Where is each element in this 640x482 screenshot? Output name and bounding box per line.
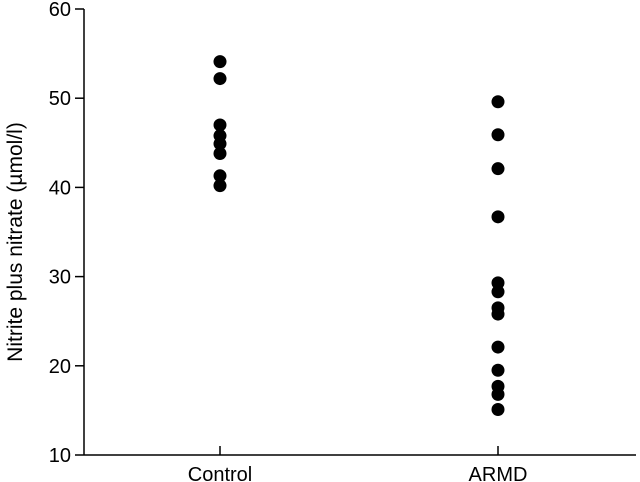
data-point-control: [213, 118, 227, 132]
data-point-armd: [491, 162, 505, 176]
data-point-armd: [491, 285, 505, 299]
data-points: [213, 55, 505, 417]
y-tick-label: 20: [49, 356, 71, 378]
data-point-control: [213, 169, 227, 183]
x-category-label: Control: [188, 464, 252, 482]
data-point-armd: [491, 95, 505, 109]
data-point-armd: [491, 210, 505, 224]
data-point-control: [213, 179, 227, 193]
x-categories: Control ARMD: [188, 446, 528, 482]
y-tick-label: 60: [49, 0, 71, 21]
y-ticks: 10 20 30 40 50 60: [49, 0, 84, 467]
x-category-label: ARMD: [469, 464, 528, 482]
data-point-armd: [491, 340, 505, 354]
y-tick-label: 30: [49, 267, 71, 289]
data-point-armd: [491, 307, 505, 321]
y-tick-label: 10: [49, 445, 71, 467]
y-tick-label: 50: [49, 88, 71, 110]
y-axis-title: Nitrite plus nitrate (µmol/l): [4, 122, 27, 362]
data-point-armd: [491, 363, 505, 377]
data-point-armd: [491, 128, 505, 142]
data-point-control: [213, 72, 227, 86]
y-tick-label: 40: [49, 177, 71, 199]
data-point-control: [213, 147, 227, 161]
data-point-control: [213, 137, 227, 151]
data-point-control: [213, 55, 227, 69]
data-point-armd: [491, 276, 505, 290]
data-point-armd: [491, 403, 505, 417]
data-point-armd: [491, 387, 505, 401]
